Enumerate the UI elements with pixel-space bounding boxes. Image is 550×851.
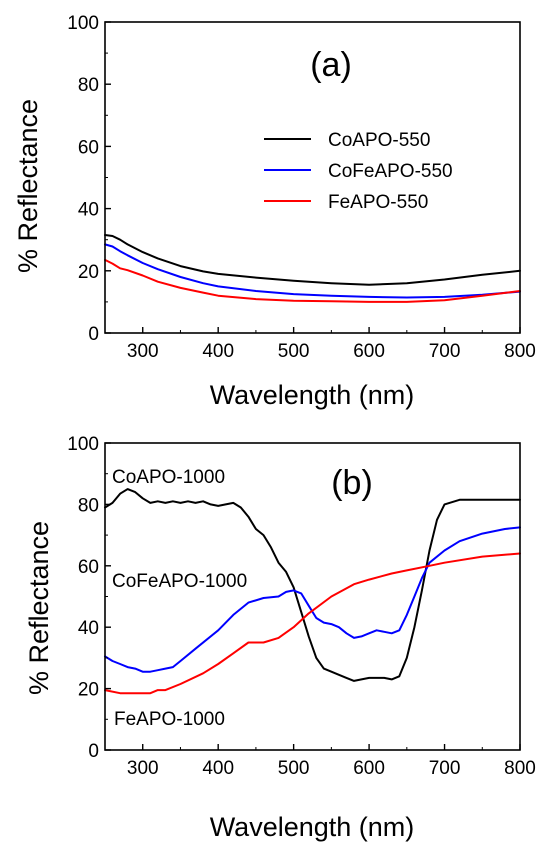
panel-b-y-tick-label: 80: [78, 495, 99, 516]
panel-a-chart: 300 400 500 600 700 800 0 20 40 60 80 100 Wavelengt…: [13, 13, 536, 410]
panel-a-legend: CoAPO-550 CoFeAPO-550 FeAPO-550: [264, 130, 453, 213]
panel-b-y-tick-label: 100: [67, 434, 99, 455]
panel-a-x-tick-label: 500: [278, 341, 310, 362]
panel-a-y-axis-title: % Reflectance: [13, 99, 43, 273]
panel-a-series-line-feapo-550: [104, 258, 521, 303]
panel-b-label: (b): [331, 464, 373, 502]
panel-a-x-tick-label: 600: [353, 341, 385, 362]
panel-a-x-axis-title: Wavelength (nm): [210, 380, 415, 410]
series-label-feapo-1000: FeAPO-1000: [114, 709, 225, 730]
panel-b-y-axis-title: % Reflectance: [24, 521, 54, 695]
panel-a-label: (a): [310, 46, 352, 84]
panel-b-x-tick-label: 600: [353, 758, 385, 779]
panel-a-x-tick-label: 400: [202, 341, 234, 362]
panel-b-plot-frame: [104, 442, 521, 751]
panel-b-x-tick-label: 300: [127, 758, 159, 779]
panel-b-series-line-cofeapo-1000: [104, 526, 521, 673]
panel-b-series-line-feapo-1000: [104, 552, 521, 695]
panel-b-y-tick-label: 0: [88, 741, 99, 762]
panel-a-series-line-coapo-550: [104, 234, 521, 286]
series-label-cofeapo-1000: CoFeAPO-1000: [112, 571, 247, 592]
panel-b-plot-area: 300 400 500 600 700 800 0 20 40 60 80 100: [67, 434, 536, 779]
panel-b-chart: 300 400 500 600 700 800 0 20 40 60 80 100 Wavelengt…: [24, 434, 536, 842]
panel-b-y-tick-label: 40: [78, 618, 99, 639]
legend-label-feapo-550: FeAPO-550: [328, 192, 428, 213]
panel-b-x-tick-label: 400: [202, 758, 234, 779]
panel-a-x-tick-label: 700: [429, 341, 461, 362]
panel-a-series-line-cofeapo-550: [104, 243, 521, 299]
panel-b-x-axis-title: Wavelength (nm): [210, 812, 415, 842]
panel-a-plot-area: 300 400 500 600 700 800 0 20 40 60 80 100: [67, 13, 536, 362]
legend-label-cofeapo-550: CoFeAPO-550: [328, 161, 453, 182]
panel-a-y-tick-label: 40: [78, 200, 99, 221]
legend-label-coapo-550: CoAPO-550: [328, 130, 430, 151]
panel-a-y-tick-label: 100: [67, 13, 99, 34]
panel-b-series-line-coapo-1000: [104, 488, 521, 682]
panel-a-x-tick-label: 300: [127, 341, 159, 362]
panel-a-y-tick-label: 60: [78, 137, 99, 158]
panel-a-y-tick-label: 20: [78, 262, 99, 283]
panel-b-x-tick-label: 500: [278, 758, 310, 779]
panel-b-y-tick-label: 20: [78, 680, 99, 701]
panel-a-y-tick-label: 0: [88, 324, 99, 345]
series-label-coapo-1000: CoAPO-1000: [112, 467, 225, 488]
panel-a-x-tick-label: 800: [504, 341, 536, 362]
panel-b-x-tick-label: 800: [504, 758, 536, 779]
panel-b-y-tick-label: 60: [78, 557, 99, 578]
panel-b-x-tick-label: 700: [429, 758, 461, 779]
panel-a-y-tick-label: 80: [78, 75, 99, 96]
